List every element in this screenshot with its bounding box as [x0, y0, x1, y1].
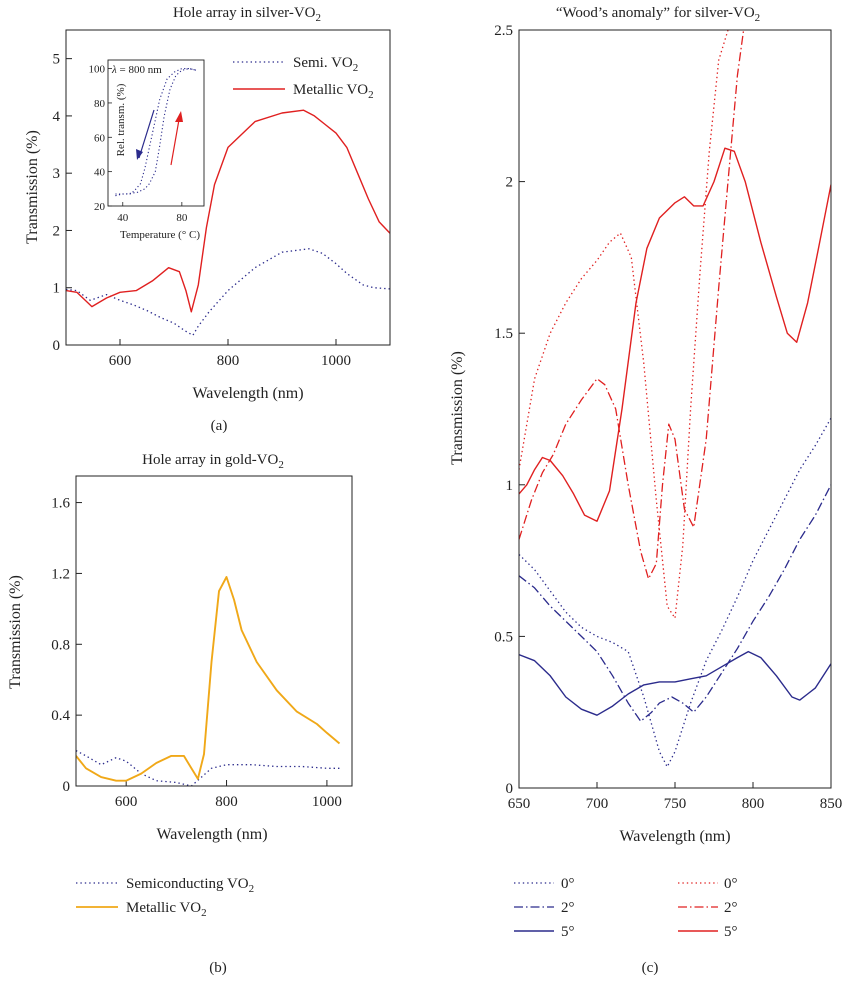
legend-label-blue-5: 5° — [561, 924, 575, 940]
panel-c: “Wood’s anomaly” for silver-VO2 650 700 75… — [449, 5, 842, 976]
inset-y-tick-label: 80 — [94, 98, 106, 110]
y-tick-label: 1.5 — [494, 326, 513, 342]
x-tick-label: 600 — [109, 353, 132, 369]
legend-label-semiconducting: Semiconducting VO2 — [126, 876, 254, 895]
y-tick-label: 0.8 — [51, 637, 70, 653]
inset-x-tick-label: 40 — [117, 212, 129, 224]
series-line-dotted-0 — [76, 750, 340, 786]
panel-b: Hole array in gold-VO2 600 800 1000 0 0.4 0.8… — [7, 452, 353, 976]
y-tick-label: 2 — [53, 223, 61, 239]
y-tick-label: 0.5 — [494, 629, 513, 645]
y-tick-label: 1.2 — [51, 566, 70, 582]
inset-annotation: λ = 800 nm — [111, 64, 162, 76]
panel-b-ylabel: Transmission (%) — [7, 575, 24, 689]
panel-c-xlabel: Wavelength (nm) — [619, 828, 730, 845]
legend-label-blue-0: 0° — [561, 876, 575, 892]
panel-a-xlabel: Wavelength (nm) — [192, 385, 303, 402]
panel-b-frame — [75, 475, 353, 787]
series-line-dotted-0 — [66, 248, 390, 336]
inset-y-tick-label: 60 — [94, 132, 106, 144]
panel-a-ylabel: Transmission (%) — [24, 130, 41, 244]
y-tick-label: 2 — [506, 175, 514, 191]
panel-a-caption: (a) — [211, 418, 228, 434]
x-tick-label: 850 — [820, 796, 843, 812]
panel-b-xlabel: Wavelength (nm) — [156, 826, 267, 843]
y-tick-label: 0 — [53, 338, 61, 354]
x-tick-label: 800 — [215, 794, 238, 810]
series-line-solid-1 — [76, 576, 341, 782]
panel-b-title: Hole array in gold-VO2 — [142, 452, 284, 471]
inset-y-tick-label: 100 — [89, 64, 106, 76]
legend-label-red-5: 5° — [724, 924, 738, 940]
inset-y-tick-label: 20 — [94, 201, 106, 213]
y-tick-label: 4 — [53, 109, 61, 125]
inset-series-line-0 — [115, 68, 197, 197]
cooling-arrow — [136, 109, 155, 160]
legend-label-red-0: 0° — [724, 876, 738, 892]
series-line-solid-5 — [519, 147, 831, 522]
panel-b-caption: (b) — [209, 960, 227, 976]
panel-c-title: “Wood’s anomaly” for silver-VO2 — [556, 5, 760, 24]
inset-plot: 40 80 20 40 60 80 100 — [89, 60, 204, 224]
series-line-solid-2 — [519, 650, 831, 716]
panel-c-ylabel: Transmission (%) — [449, 351, 466, 465]
y-tick-label: 0.4 — [51, 708, 70, 724]
x-tick-label: 800 — [742, 796, 765, 812]
x-tick-label: 700 — [586, 796, 609, 812]
y-tick-label: 1 — [53, 281, 61, 297]
panel-c-plot: 650 700 750 800 850 0 0.5 1 1.5 2 2.5 — [494, 23, 842, 812]
panel-b-plot: 600 800 1000 0 0.4 0.8 1.2 1.6 — [51, 496, 342, 810]
panel-c-frame — [518, 29, 832, 789]
x-tick-label: 650 — [508, 796, 531, 812]
y-tick-label: 1 — [506, 478, 514, 494]
inset-series-line-1 — [115, 68, 197, 195]
series-line-dotted-3 — [519, 30, 729, 619]
panel-a-title: Hole array in silver-VO2 — [173, 5, 321, 24]
heating-arrow — [170, 111, 183, 166]
series-line-dotted-0 — [519, 417, 831, 768]
legend-label-red-2: 2° — [724, 900, 738, 916]
panel-a: Hole array in silver-VO2 600 800 1000 0 1 2 3 4… — [24, 5, 391, 434]
panel-a-plot: 600 800 1000 0 1 2 3 4 5 — [53, 52, 390, 369]
panel-a-legend: Semi. VO2 Metallic VO2 — [233, 55, 374, 101]
legend-label-metallic-gold: Metallic VO2 — [126, 900, 207, 919]
legend-label-semi: Semi. VO2 — [293, 55, 358, 74]
inset-x-tick-label: 80 — [176, 212, 188, 224]
legend-label-blue-2: 2° — [561, 900, 575, 916]
series-line-dashdot-4 — [519, 30, 745, 580]
panel-a-inset: 40 80 20 40 60 80 100 λ = 800 nm Rel. transm. … — [89, 59, 205, 241]
inset-xlabel: Temperature (° C) — [120, 229, 200, 241]
inset-ylabel: Rel. transm. (%) — [115, 83, 127, 156]
inset-y-tick-label: 40 — [94, 167, 106, 179]
y-tick-label: 5 — [53, 52, 61, 68]
y-tick-label: 2.5 — [494, 23, 513, 39]
x-tick-label: 1000 — [312, 794, 342, 810]
panel-c-legend: 0° 2° 5° 0° 2° 5° — [514, 876, 738, 940]
y-tick-label: 0 — [63, 779, 71, 795]
y-tick-label: 0 — [506, 781, 514, 797]
panel-b-legend: Semiconducting VO2 Metallic VO2 — [76, 876, 254, 919]
panel-a-frame — [65, 29, 391, 346]
y-tick-label: 1.6 — [51, 496, 70, 512]
panel-c-caption: (c) — [642, 960, 659, 976]
inset-frame — [107, 59, 205, 207]
series-line-dashdot-1 — [519, 484, 831, 722]
x-tick-label: 750 — [664, 796, 687, 812]
x-tick-label: 800 — [217, 353, 240, 369]
series-line-solid-1 — [66, 109, 390, 313]
y-tick-label: 3 — [53, 166, 61, 182]
x-tick-label: 600 — [115, 794, 138, 810]
legend-label-metallic: Metallic VO2 — [293, 82, 374, 101]
x-tick-label: 1000 — [321, 353, 351, 369]
